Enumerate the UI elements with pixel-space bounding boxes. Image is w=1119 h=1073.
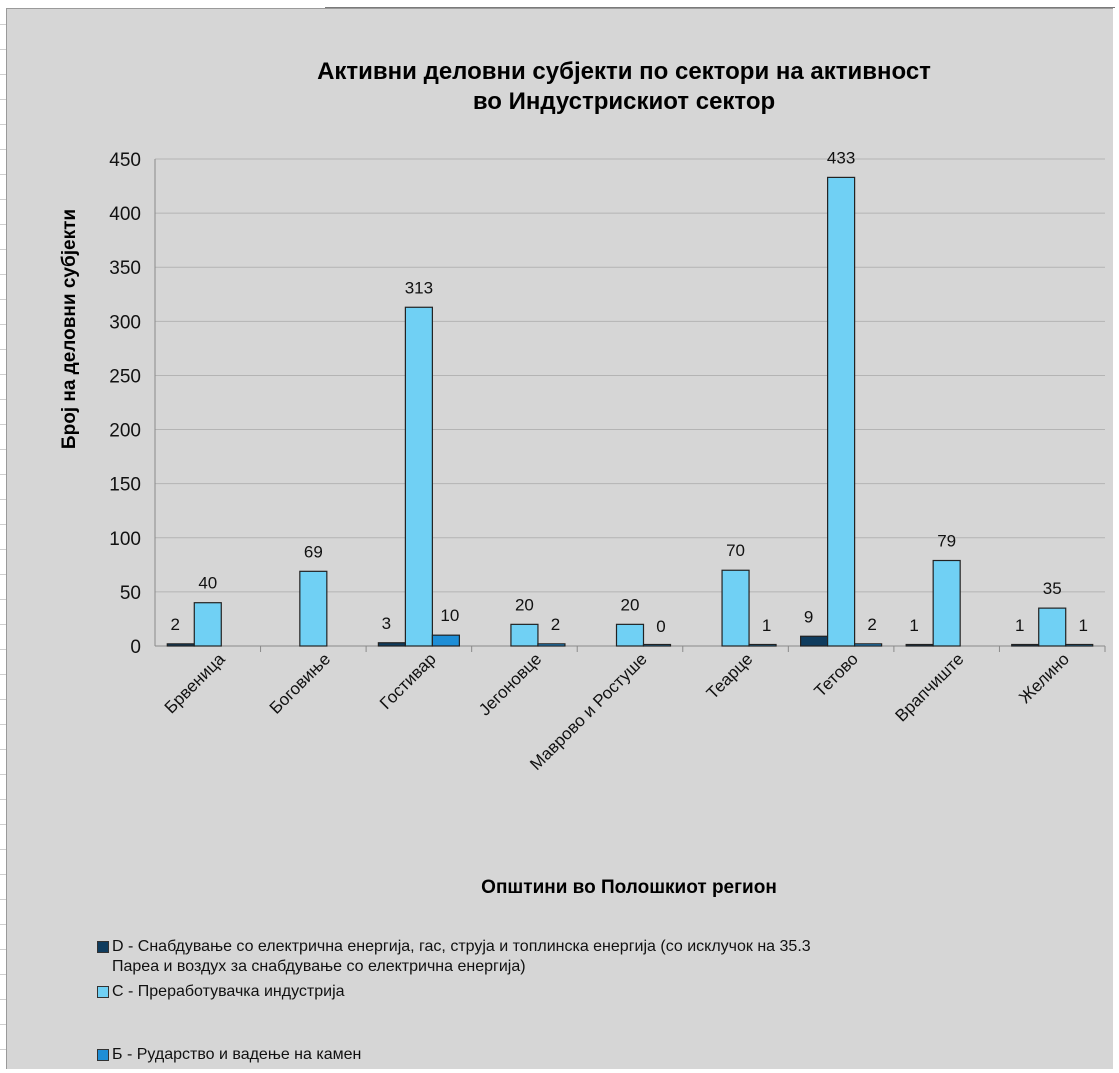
y-tick-label: 400 — [109, 204, 141, 225]
bar — [431, 634, 460, 647]
chart-area: Активни деловни субјекти по сектори на а… — [6, 8, 1113, 1069]
data-label: 1 — [762, 616, 771, 635]
bar — [800, 635, 829, 647]
data-label: 1 — [909, 616, 918, 635]
y-axis-label: Број на деловни субјекти — [59, 209, 80, 449]
data-label: 70 — [726, 541, 745, 560]
x-axis-ticks: Брвеница Боговиње Гостивар ЈегоновцеМаврово… — [161, 646, 1106, 774]
data-label: 2 — [171, 615, 180, 634]
x-tick-label: Брвеница — [161, 649, 229, 717]
bar — [721, 569, 750, 647]
legend-label-d-line2: Пареа и воздух за снабдување со електрич… — [112, 958, 526, 975]
chart-title-line1: Активни деловни субјекти по сектори на а… — [317, 58, 931, 85]
legend-item-c: C - Преработувачка индустрија — [97, 982, 345, 1002]
x-tick-label: Врапчиште — [891, 649, 967, 725]
top-border-line — [325, 7, 1115, 8]
x-axis-label: Општини во Полошкиот регион — [481, 877, 777, 898]
data-label: 3 — [382, 614, 391, 633]
bar — [615, 623, 645, 647]
chart-svg: Активни деловни субјекти по сектори на а… — [59, 58, 1106, 898]
y-tick-label: 50 — [120, 583, 141, 604]
data-label: 1 — [1015, 616, 1024, 635]
data-label: 2 — [551, 615, 560, 634]
bar — [854, 643, 883, 647]
bars — [166, 176, 1094, 647]
data-label: 35 — [1043, 579, 1062, 598]
x-tick-label: Боговиње — [266, 649, 334, 717]
data-label: 9 — [804, 607, 813, 626]
x-tick-label: Тетово — [811, 649, 862, 700]
y-tick-label: 0 — [130, 637, 141, 658]
bar — [748, 643, 777, 647]
data-label: 79 — [937, 532, 956, 551]
y-tick-label: 300 — [109, 312, 141, 333]
left-ruler — [0, 0, 6, 1073]
x-tick-label: Маврово и Ростуше — [526, 649, 651, 774]
gridlines — [154, 158, 1105, 647]
data-label: 2 — [867, 615, 876, 634]
bar — [932, 559, 961, 647]
data-label: 10 — [440, 606, 459, 625]
x-tick-label: Желино — [1015, 649, 1073, 707]
x-tick-label: Теарце — [703, 649, 757, 703]
bar — [166, 643, 195, 647]
data-label: 40 — [198, 574, 217, 593]
bar — [299, 570, 328, 647]
legend-label-c: C - Преработувачка индустрија — [112, 983, 345, 1000]
y-tick-label: 250 — [109, 366, 141, 387]
x-tick-label: Јегоновце — [475, 649, 545, 719]
x-tick-label: Гостивар — [376, 649, 440, 713]
bar — [827, 176, 856, 647]
bar — [642, 643, 672, 647]
data-label: 20 — [515, 595, 534, 614]
data-label: 1 — [1078, 616, 1087, 635]
y-axis-ticks: 0 50 100 150 200 250 300 350 400 450 — [109, 150, 141, 658]
data-label: 69 — [304, 542, 323, 561]
data-label: 0 — [656, 617, 665, 636]
bar — [193, 602, 222, 647]
chart-title-line2: во Индустрискиот сектор — [473, 88, 775, 115]
y-tick-label: 150 — [109, 475, 141, 496]
bar — [1011, 643, 1040, 647]
legend-swatch-b — [97, 1049, 109, 1061]
bar — [905, 643, 934, 647]
bar — [510, 623, 539, 647]
y-tick-label: 100 — [109, 529, 141, 550]
data-label: 20 — [621, 595, 640, 614]
legend-label-d-line1: D - Снабдување со електрична енергија, г… — [112, 938, 811, 955]
y-tick-label: 450 — [109, 150, 141, 171]
legend-item-d: D - Снабдување со електрична енергија, г… — [97, 937, 811, 977]
legend-swatch-d — [97, 941, 109, 953]
data-labels: 2 40 69 3 313 10 20 2 20 0 70 1 9 433 2 1 79 1 35 1 — [171, 148, 1088, 636]
bar — [537, 643, 566, 647]
bar — [1038, 607, 1067, 647]
legend-label-b: Б - Рударство и вадење на камен — [112, 1046, 362, 1063]
bar — [404, 306, 433, 647]
data-label: 313 — [405, 278, 433, 297]
bar — [377, 642, 406, 647]
data-label: 433 — [827, 148, 855, 167]
legend-item-b: Б - Рударство и вадење на камен — [97, 1045, 361, 1065]
y-tick-label: 350 — [109, 258, 141, 279]
y-tick-label: 200 — [109, 421, 141, 442]
legend-swatch-c — [97, 986, 109, 998]
bar — [1065, 643, 1094, 647]
